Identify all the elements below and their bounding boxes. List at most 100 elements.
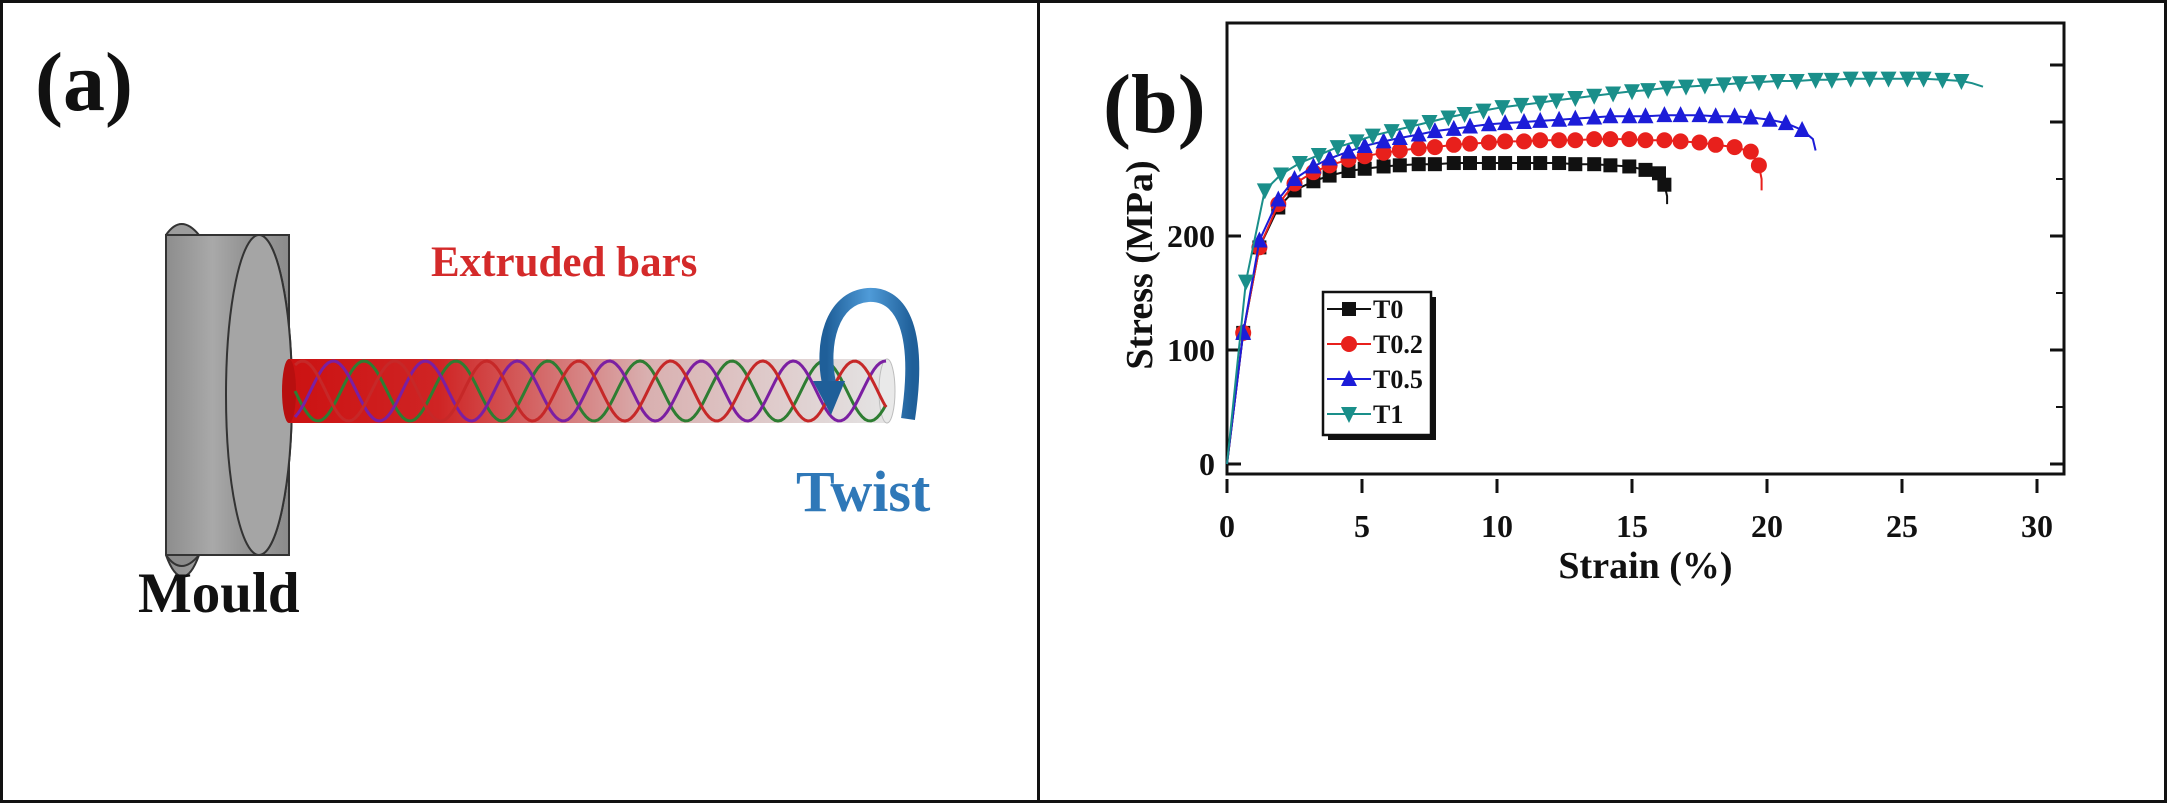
data-point [1310, 148, 1327, 165]
data-point [1341, 336, 1357, 352]
data-point [1750, 75, 1767, 92]
data-point [1251, 231, 1268, 248]
data-point [1364, 128, 1381, 145]
data-point [1715, 77, 1732, 94]
helix-strand [294, 359, 888, 423]
panel-a: (a) [0, 0, 1040, 803]
data-point [1638, 162, 1653, 177]
data-point [1273, 167, 1289, 184]
data-point [1342, 302, 1356, 316]
data-point [1587, 157, 1602, 172]
data-point [1481, 156, 1496, 171]
y-tick-label: 200 [1167, 218, 1215, 254]
series-line [1226, 162, 1669, 465]
data-point [1568, 157, 1583, 172]
data-point [1777, 114, 1794, 131]
x-tick-label: 25 [1886, 508, 1918, 544]
x-tick-label: 5 [1354, 508, 1370, 544]
data-point [1516, 133, 1532, 150]
data-point [1497, 114, 1514, 131]
data-point [1548, 93, 1565, 110]
data-point [1532, 95, 1549, 112]
data-point [1321, 149, 1338, 166]
helix-strand [293, 359, 888, 423]
data-point [1640, 83, 1657, 100]
data-point [1691, 106, 1708, 123]
data-point [1552, 156, 1567, 171]
data-point [1426, 122, 1443, 139]
data-point [1513, 97, 1530, 114]
y-axis-label: Stress (MPa) [1119, 160, 1161, 369]
data-point [1391, 142, 1408, 159]
data-point [1602, 131, 1619, 148]
x-tick-label: 10 [1481, 508, 1513, 544]
data-point [1659, 80, 1676, 97]
data-point [1426, 139, 1443, 156]
data-point [1286, 170, 1303, 186]
data-point [1567, 132, 1584, 149]
data-point [1517, 156, 1531, 171]
data-point [1788, 73, 1805, 90]
data-point [1769, 73, 1786, 90]
data-point [1750, 157, 1767, 174]
data-point [1726, 139, 1743, 156]
data-point [1383, 124, 1400, 141]
x-tick-label: 15 [1616, 508, 1648, 544]
legend-label: T1 [1373, 400, 1403, 429]
data-point [1356, 136, 1373, 153]
helix-lines [293, 359, 888, 423]
data-point [1475, 103, 1492, 120]
data-point [1637, 107, 1654, 124]
data-point [1652, 166, 1666, 181]
twist-label: Twist [796, 459, 931, 524]
data-point [1657, 177, 1672, 192]
data-point [1532, 111, 1549, 128]
y-tick-label: 100 [1167, 332, 1215, 368]
data-point [1329, 140, 1346, 157]
y-tick-label: 0 [1199, 446, 1215, 482]
data-point [1376, 159, 1391, 174]
data-point [1498, 156, 1513, 171]
series-T1 [1226, 71, 1984, 465]
data-point [1637, 132, 1654, 149]
data-point [1707, 136, 1724, 153]
data-point [1742, 143, 1759, 160]
data-point [1742, 108, 1759, 125]
data-point [1586, 131, 1603, 148]
data-point [1602, 107, 1619, 124]
x-tick-label: 30 [2021, 508, 2053, 544]
plot-frame [1225, 21, 2066, 476]
data-point [1341, 370, 1357, 386]
data-point [1357, 161, 1372, 176]
data-point [1348, 134, 1365, 151]
data-point [1532, 132, 1549, 149]
mould-shape [165, 223, 293, 578]
data-point [1621, 107, 1638, 124]
data-point [1915, 71, 1932, 88]
data-point [1340, 142, 1357, 159]
data-point [1603, 158, 1618, 173]
data-point [1842, 71, 1859, 88]
panel-a-label: (a) [35, 36, 133, 129]
stress-strain-chart: 0 5 10 15 20 25 30 0 100 200 Strain (%) Stress (MPa… [1119, 21, 2066, 587]
legend-label: T0.5 [1373, 365, 1423, 394]
data-point [1807, 72, 1824, 89]
x-tick-label: 20 [1751, 508, 1783, 544]
twist-arrow [813, 287, 920, 421]
data-point [1456, 107, 1473, 124]
series-T0 [1226, 156, 1672, 465]
data-point [1732, 76, 1748, 93]
data-point [1516, 113, 1532, 129]
data-point [1237, 274, 1254, 291]
series-T0.5 [1226, 106, 1817, 465]
data-point [1445, 136, 1462, 153]
data-point [1497, 133, 1514, 150]
data-point [1551, 132, 1568, 149]
data-point [1463, 156, 1477, 171]
data-point [1691, 134, 1708, 151]
data-point [1586, 108, 1603, 125]
data-point [1392, 158, 1407, 173]
data-point [1291, 156, 1308, 173]
data-point [1305, 157, 1322, 174]
data-point [1341, 407, 1357, 423]
